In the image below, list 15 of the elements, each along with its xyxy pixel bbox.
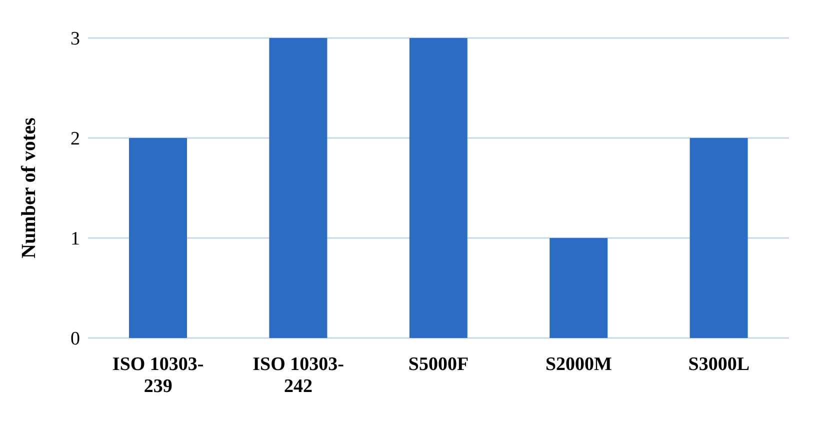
bar [550,238,608,338]
y-axis-title: Number of votes [18,117,40,258]
x-tick-label: ISO 10303-242 [252,354,344,397]
bar [269,38,328,338]
x-tick-label: ISO 10303-239 [112,354,204,397]
x-tick-label: S2000M [545,354,612,375]
bar [409,38,468,338]
y-tick-label: 1 [70,228,80,250]
x-tick-label: S5000F [408,354,469,375]
y-tick-label: 3 [70,28,80,50]
y-tick-label: 2 [70,128,80,150]
y-tick-label: 0 [70,328,80,350]
bar [129,138,187,338]
bar [690,138,748,338]
x-tick-label: S3000L [688,354,750,375]
